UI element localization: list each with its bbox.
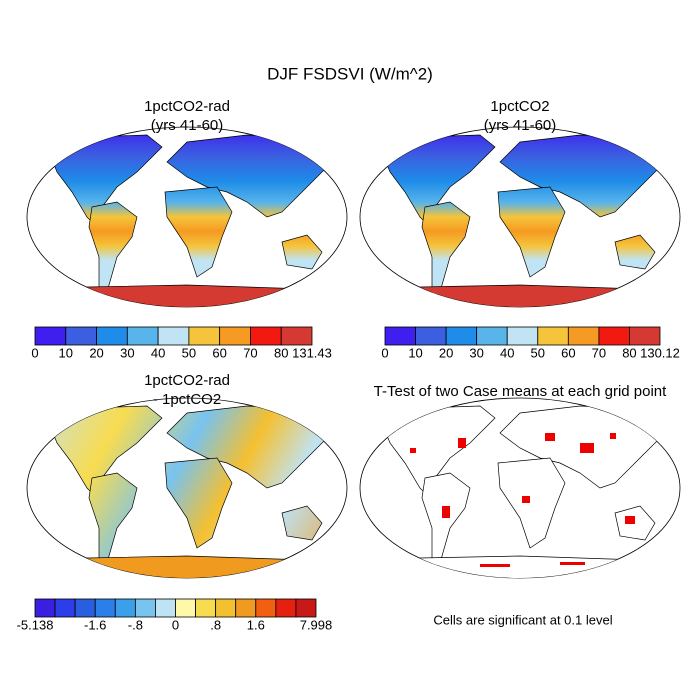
panel-title: 1pctCO2-rad: [144, 98, 230, 115]
colorbar-box: [280, 326, 313, 346]
colorbar-box: [175, 598, 196, 618]
colorbar-label: -.8: [128, 617, 143, 632]
colorbar-label: 60: [212, 345, 226, 360]
colorbar-box: [567, 326, 600, 346]
colorbar-label: -1.6: [84, 617, 106, 632]
colorbar-label: 10: [59, 345, 73, 360]
colorbar-label: 50: [531, 345, 545, 360]
colorbar-box: [235, 598, 257, 618]
colorbar-box: [157, 326, 190, 346]
colorbar-label: 1.6: [247, 617, 265, 632]
map: [26, 126, 348, 308]
colorbar-label: 0: [172, 617, 179, 632]
colorbar-box: [54, 598, 76, 618]
colorbar-label: 70: [592, 345, 606, 360]
colorbar-box: [537, 326, 569, 346]
colorbar-label: 20: [89, 345, 103, 360]
colorbar-box: [134, 598, 156, 618]
colorbar-label: 20: [439, 345, 453, 360]
colorbar-box: [415, 326, 447, 346]
colorbar-box: [445, 326, 478, 346]
colorbar-box: [34, 598, 56, 618]
colorbar-label: 0: [381, 345, 388, 360]
colorbar-label: .8: [210, 617, 221, 632]
colorbar-box: [506, 326, 539, 346]
colorbar-label: -5.138: [17, 617, 54, 632]
map: [26, 397, 348, 579]
colorbar-label: 80: [622, 345, 636, 360]
colorbar-box: [275, 598, 297, 618]
colorbar-box: [188, 326, 221, 346]
panel-title: - 1pctCO2: [153, 391, 221, 408]
colorbar-box: [195, 598, 217, 618]
map: [359, 126, 681, 308]
colorbar-box: [215, 598, 237, 618]
colorbar-label: 30: [469, 345, 483, 360]
colorbar-box: [114, 598, 136, 618]
colorbar-box: [34, 326, 67, 346]
colorbar-box: [94, 598, 116, 618]
colorbar-label: 130.12: [640, 345, 680, 360]
colorbar-box: [65, 326, 97, 346]
colorbar-label: 0: [31, 345, 38, 360]
colorbar-box: [295, 598, 317, 618]
colorbar-label: 50: [182, 345, 196, 360]
panel-title: T-Test of two Case means at each grid po…: [374, 383, 667, 400]
panel-title: 1pctCO2-rad: [144, 372, 230, 389]
colorbar-box: [629, 326, 661, 346]
colorbar-label: 40: [151, 345, 165, 360]
colorbar-box: [598, 326, 630, 346]
colorbar-label: 30: [120, 345, 134, 360]
panel-title: 1pctCO2: [490, 98, 549, 115]
panel-note: Cells are significant at 0.1 level: [433, 612, 612, 627]
map: [359, 397, 681, 579]
colorbar-label: 40: [500, 345, 514, 360]
colorbar-box: [219, 326, 251, 346]
figure-title: DJF FSDSVI (W/m^2): [267, 64, 433, 83]
colorbar-label: 10: [408, 345, 422, 360]
colorbar-label: 131.43: [292, 345, 332, 360]
colorbar-label: 7.998: [300, 617, 333, 632]
colorbar-box: [74, 598, 96, 618]
colorbar-box: [96, 326, 128, 346]
colorbar-box: [476, 326, 508, 346]
colorbar-label: 70: [243, 345, 257, 360]
colorbar-box: [155, 598, 176, 618]
colorbar-box: [250, 326, 282, 346]
colorbar-label: 80: [274, 345, 288, 360]
panel-title: (yrs 41-60): [484, 117, 557, 134]
colorbar-label: 60: [561, 345, 575, 360]
colorbar-box: [384, 326, 416, 346]
panel-title: (yrs 41-60): [151, 117, 224, 134]
colorbar-box: [255, 598, 277, 618]
colorbar-box: [126, 326, 159, 346]
